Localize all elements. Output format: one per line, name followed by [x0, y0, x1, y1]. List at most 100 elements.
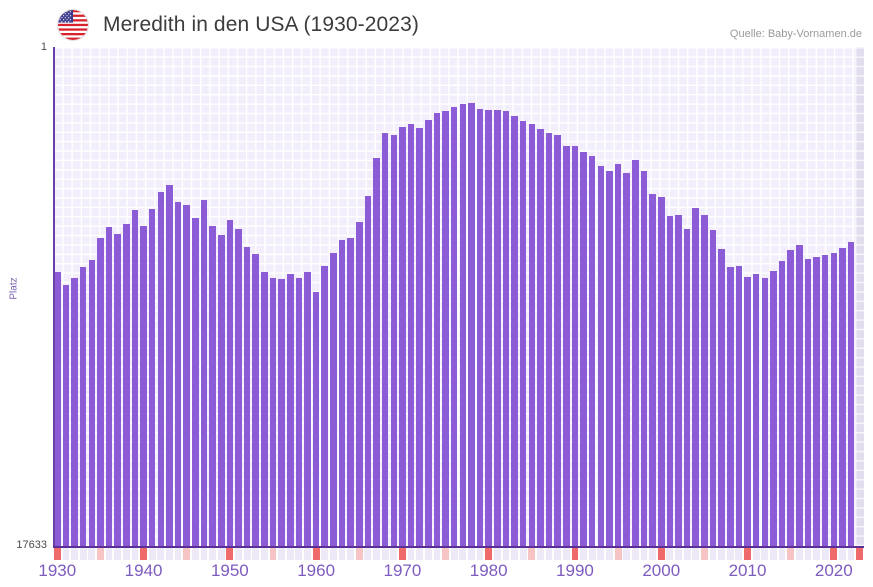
bar[interactable]	[416, 127, 423, 546]
bar[interactable]	[407, 123, 415, 546]
bar[interactable]	[847, 241, 855, 546]
bar[interactable]	[140, 226, 147, 546]
bar[interactable]	[433, 112, 441, 546]
bar[interactable]	[778, 261, 786, 546]
year-marker	[148, 548, 156, 560]
bar[interactable]	[830, 252, 838, 546]
bar[interactable]	[726, 266, 734, 546]
bar[interactable]	[770, 270, 777, 546]
year-marker	[468, 548, 475, 560]
bar[interactable]	[123, 223, 130, 546]
bar[interactable]	[649, 193, 656, 546]
bar[interactable]	[321, 266, 329, 546]
bar[interactable]	[468, 103, 475, 546]
bar[interactable]	[796, 244, 803, 546]
bar[interactable]	[511, 116, 518, 546]
year-marker	[329, 548, 337, 560]
bar[interactable]	[278, 279, 285, 546]
bar[interactable]	[554, 135, 561, 546]
bar[interactable]	[131, 210, 139, 546]
bar[interactable]	[390, 135, 398, 546]
bar[interactable]	[157, 191, 165, 546]
year-marker	[778, 548, 786, 560]
bar[interactable]	[97, 237, 104, 546]
bar[interactable]	[614, 163, 622, 546]
bar[interactable]	[459, 104, 467, 546]
bar[interactable]	[666, 216, 674, 546]
bar[interactable]	[571, 146, 579, 546]
bar[interactable]	[519, 120, 527, 546]
bar[interactable]	[192, 217, 199, 546]
bar[interactable]	[304, 271, 311, 546]
bar[interactable]	[683, 228, 691, 546]
year-marker	[131, 548, 139, 560]
bar[interactable]	[494, 110, 501, 546]
bar[interactable]	[243, 246, 251, 546]
bar[interactable]	[563, 145, 570, 546]
bar[interactable]	[657, 197, 665, 546]
bar[interactable]	[839, 247, 846, 546]
bar[interactable]	[545, 133, 553, 546]
bar[interactable]	[71, 277, 78, 546]
bar[interactable]	[761, 277, 769, 546]
bar[interactable]	[174, 201, 182, 546]
bar[interactable]	[692, 207, 700, 546]
bar[interactable]	[356, 221, 363, 546]
bar[interactable]	[312, 291, 320, 546]
bar[interactable]	[252, 253, 260, 546]
bar[interactable]	[261, 271, 268, 546]
bar[interactable]	[88, 260, 96, 546]
bar[interactable]	[226, 220, 234, 546]
bar[interactable]	[821, 255, 829, 546]
bar[interactable]	[718, 248, 725, 546]
bar[interactable]	[804, 258, 812, 546]
bar[interactable]	[286, 274, 294, 546]
bar[interactable]	[485, 109, 492, 546]
bar[interactable]	[606, 170, 613, 546]
bar[interactable]	[425, 120, 432, 546]
bar[interactable]	[588, 156, 596, 546]
bar[interactable]	[701, 215, 708, 546]
bar[interactable]	[476, 108, 484, 546]
bar[interactable]	[744, 276, 751, 546]
decade-marker	[657, 548, 665, 560]
bar[interactable]	[399, 127, 406, 546]
bar[interactable]	[347, 238, 354, 546]
bar[interactable]	[79, 266, 87, 546]
bar[interactable]	[209, 226, 216, 546]
bar[interactable]	[709, 229, 717, 546]
bar[interactable]	[537, 129, 544, 546]
bar[interactable]	[640, 170, 648, 546]
bar[interactable]	[787, 249, 794, 546]
bar[interactable]	[295, 278, 303, 546]
bar[interactable]	[580, 151, 587, 546]
bar[interactable]	[442, 110, 449, 546]
bar[interactable]	[200, 199, 208, 546]
bar[interactable]	[148, 208, 156, 546]
bar[interactable]	[528, 124, 536, 546]
bar[interactable]	[166, 185, 173, 546]
bar[interactable]	[114, 233, 121, 546]
bar[interactable]	[183, 204, 190, 546]
bar[interactable]	[502, 110, 510, 546]
bar[interactable]	[54, 272, 61, 546]
bar[interactable]	[217, 234, 225, 546]
bar[interactable]	[338, 240, 346, 546]
year-marker	[278, 548, 286, 560]
bar[interactable]	[752, 274, 760, 546]
bar[interactable]	[235, 228, 242, 546]
bar[interactable]	[62, 285, 70, 546]
bar[interactable]	[269, 277, 277, 546]
bar[interactable]	[813, 257, 820, 546]
bar[interactable]	[330, 252, 337, 546]
bar[interactable]	[735, 266, 743, 546]
bar[interactable]	[632, 159, 639, 546]
bar[interactable]	[623, 172, 630, 546]
bar[interactable]	[373, 157, 380, 546]
bar[interactable]	[105, 226, 113, 546]
bar[interactable]	[381, 132, 389, 546]
bar[interactable]	[675, 214, 682, 546]
bar[interactable]	[450, 106, 458, 546]
bar[interactable]	[364, 196, 372, 546]
bar[interactable]	[597, 165, 605, 546]
